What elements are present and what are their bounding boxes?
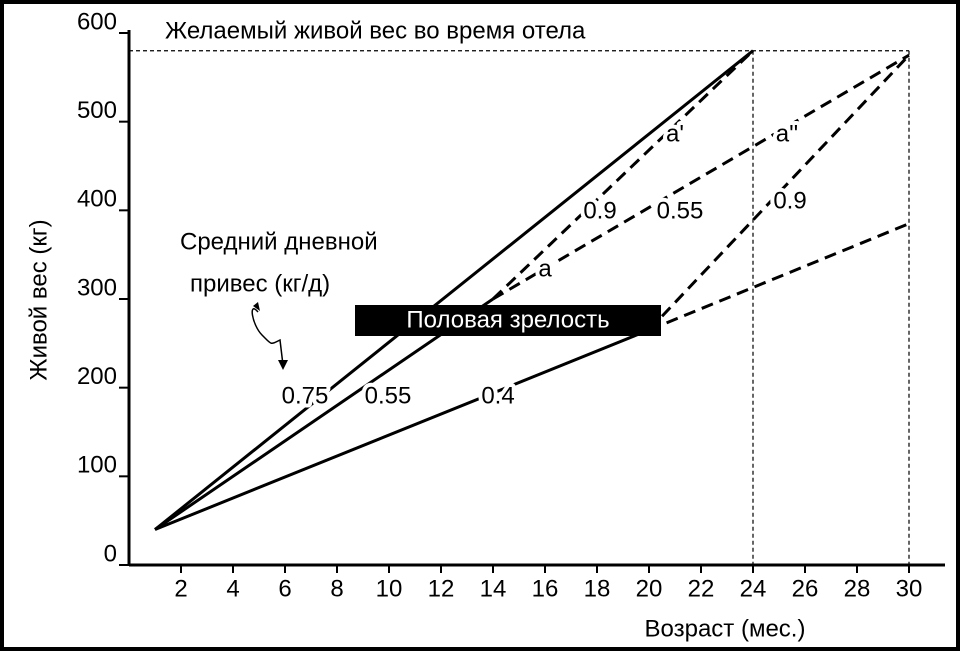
series-label: 0.55: [657, 197, 704, 224]
x-tick-label: 18: [584, 575, 611, 602]
series-label: 0.75: [282, 382, 329, 409]
x-tick-label: 4: [226, 575, 239, 602]
series-line: [492, 53, 910, 301]
x-tick-label: 22: [688, 575, 715, 602]
x-tick-label: 8: [330, 575, 343, 602]
series-line: [154, 49, 754, 531]
y-tick-label: 100: [77, 452, 117, 479]
y-tick-label: 500: [77, 97, 117, 124]
series-label: 0.4: [481, 382, 514, 409]
x-tick-label: 10: [376, 575, 403, 602]
x-tick-label: 26: [792, 575, 819, 602]
x-tick-label: 14: [480, 575, 507, 602]
series-line: [648, 222, 910, 332]
series-line: [154, 297, 494, 531]
label-box: [355, 305, 661, 336]
y-axis-label: Живой вес (кг): [25, 219, 52, 380]
annotation: a'': [776, 120, 799, 147]
x-tick-label: 20: [636, 575, 663, 602]
annotation: a: [538, 255, 552, 282]
x-tick-label: 28: [844, 575, 871, 602]
series-line: [491, 49, 755, 301]
annotation: привес (кг/д): [190, 270, 330, 297]
x-tick-label: 30: [896, 575, 923, 602]
y-tick-label: 0: [104, 540, 117, 567]
x-tick-label: 24: [740, 575, 767, 602]
x-tick-label: 16: [532, 575, 559, 602]
arrow-head: [253, 302, 260, 311]
x-axis-label: Возраст (мес.): [645, 615, 806, 642]
series-label: 0.9: [773, 187, 806, 214]
arrow: [251, 308, 284, 366]
x-tick-label: 2: [174, 575, 187, 602]
series-line: [154, 328, 650, 531]
series-label: 0.9: [583, 197, 616, 224]
x-tick-label: 6: [278, 575, 291, 602]
series-line: [647, 54, 911, 332]
y-tick-label: 200: [77, 363, 117, 390]
annotation: a': [666, 120, 684, 147]
y-tick-label: 300: [77, 274, 117, 301]
arrow-head: [278, 360, 288, 370]
series-label: 0.55: [365, 382, 412, 409]
annotation: Половая зрелость: [406, 306, 609, 333]
y-tick-label: 400: [77, 186, 117, 213]
annotation: Средний дневной: [180, 228, 378, 255]
chart-title: Желаемый живой вес во время отела: [165, 17, 586, 44]
x-tick-label: 12: [428, 575, 455, 602]
y-tick-label: 600: [77, 8, 117, 35]
